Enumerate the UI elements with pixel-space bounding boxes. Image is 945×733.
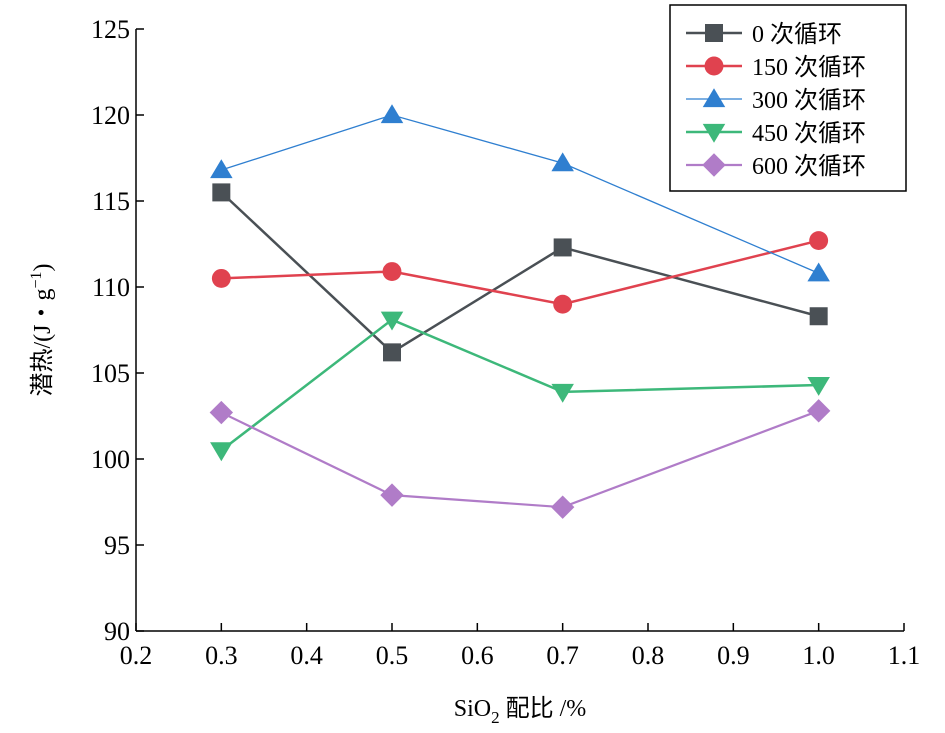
x-tick-label: 0.2 — [120, 641, 153, 670]
x-axis-label-subscript: 2 — [491, 708, 500, 727]
y-tick-label: 90 — [104, 617, 130, 646]
x-tick-label: 0.7 — [546, 641, 579, 670]
x-tick-label: 1.0 — [802, 641, 835, 670]
data-point — [553, 238, 572, 257]
y-axis-label-prefix: 潜热/(J・g — [29, 289, 56, 397]
x-tick-label: 0.3 — [205, 641, 238, 670]
legend-label: 450 次循环 — [752, 120, 866, 147]
data-point — [553, 294, 573, 314]
data-point — [550, 495, 575, 519]
data-point — [210, 442, 233, 462]
series-line — [221, 114, 819, 274]
data-point — [807, 376, 830, 396]
data-point — [809, 231, 829, 251]
axes: 90 95 100 105 110 115 120 125 0.2 0.3 0.4 0.5 0.6 0.7… — [91, 15, 920, 670]
y-tick-label: 125 — [91, 15, 130, 44]
data-point — [551, 383, 574, 403]
legend-marker — [704, 56, 724, 76]
y-tick-label: 120 — [91, 101, 130, 130]
data-point — [382, 262, 402, 281]
legend-marker — [705, 24, 723, 42]
x-tick-label: 0.6 — [461, 641, 494, 670]
legend-label: 0 次循环 — [752, 21, 842, 48]
legend-marker — [702, 153, 726, 177]
data-point — [380, 311, 404, 331]
data-point — [383, 343, 401, 362]
data-point — [211, 268, 231, 288]
x-tick-label: 0.4 — [290, 641, 323, 670]
data-point — [212, 183, 231, 202]
y-axis-label: 潜热/(J・g−1) — [28, 263, 56, 396]
series-line — [220, 191, 819, 354]
y-tick-label: 105 — [91, 359, 130, 388]
series-layer — [209, 104, 831, 519]
x-tick-label: 0.9 — [717, 641, 750, 670]
legend-item: 300 次循环 — [686, 87, 866, 114]
x-tick-label: 1.1 — [888, 641, 921, 670]
y-axis-label-suffix: ) — [30, 263, 56, 271]
x-tick-label: 0.5 — [376, 641, 409, 670]
x-tick-label: 0.8 — [632, 641, 665, 670]
series-0 — [212, 183, 828, 362]
data-point — [210, 159, 233, 179]
series-2 — [210, 104, 830, 282]
x-axis-label-suffix: 配比 /% — [500, 695, 587, 722]
y-axis-label-superscript: −1 — [28, 271, 45, 288]
series-line — [220, 409, 820, 509]
legend-item: 150 次循环 — [686, 54, 866, 81]
series-1 — [211, 231, 829, 314]
x-axis-label-prefix: SiO — [454, 696, 491, 722]
legend-item: 600 次循环 — [686, 153, 866, 180]
legend-marker — [702, 123, 726, 143]
series-4 — [209, 399, 831, 519]
series-3 — [210, 311, 830, 462]
legend: 0 次循环 150 次循环 300 次循环 450 次循环 600 次循环 — [669, 4, 907, 192]
x-axis-label: SiO2 配比 /% — [454, 695, 587, 727]
legend-item: 450 次循环 — [686, 120, 866, 147]
data-point — [209, 400, 234, 425]
y-tick-label: 95 — [104, 531, 130, 560]
y-tick-label: 110 — [92, 273, 130, 302]
data-point — [806, 399, 831, 423]
data-point — [809, 307, 828, 326]
legend-marker — [702, 88, 726, 108]
legend-label: 300 次循环 — [752, 87, 866, 114]
legend-label: 150 次循环 — [752, 54, 866, 81]
y-tick-label: 100 — [91, 445, 130, 474]
data-point — [380, 104, 404, 124]
series-line — [220, 318, 819, 452]
y-tick-label: 115 — [92, 187, 130, 216]
data-point — [380, 483, 404, 507]
legend-label: 600 次循环 — [752, 153, 866, 180]
data-point — [807, 262, 830, 282]
legend-item: 0 次循环 — [686, 21, 842, 48]
data-point — [551, 152, 574, 172]
series-line — [221, 239, 819, 306]
